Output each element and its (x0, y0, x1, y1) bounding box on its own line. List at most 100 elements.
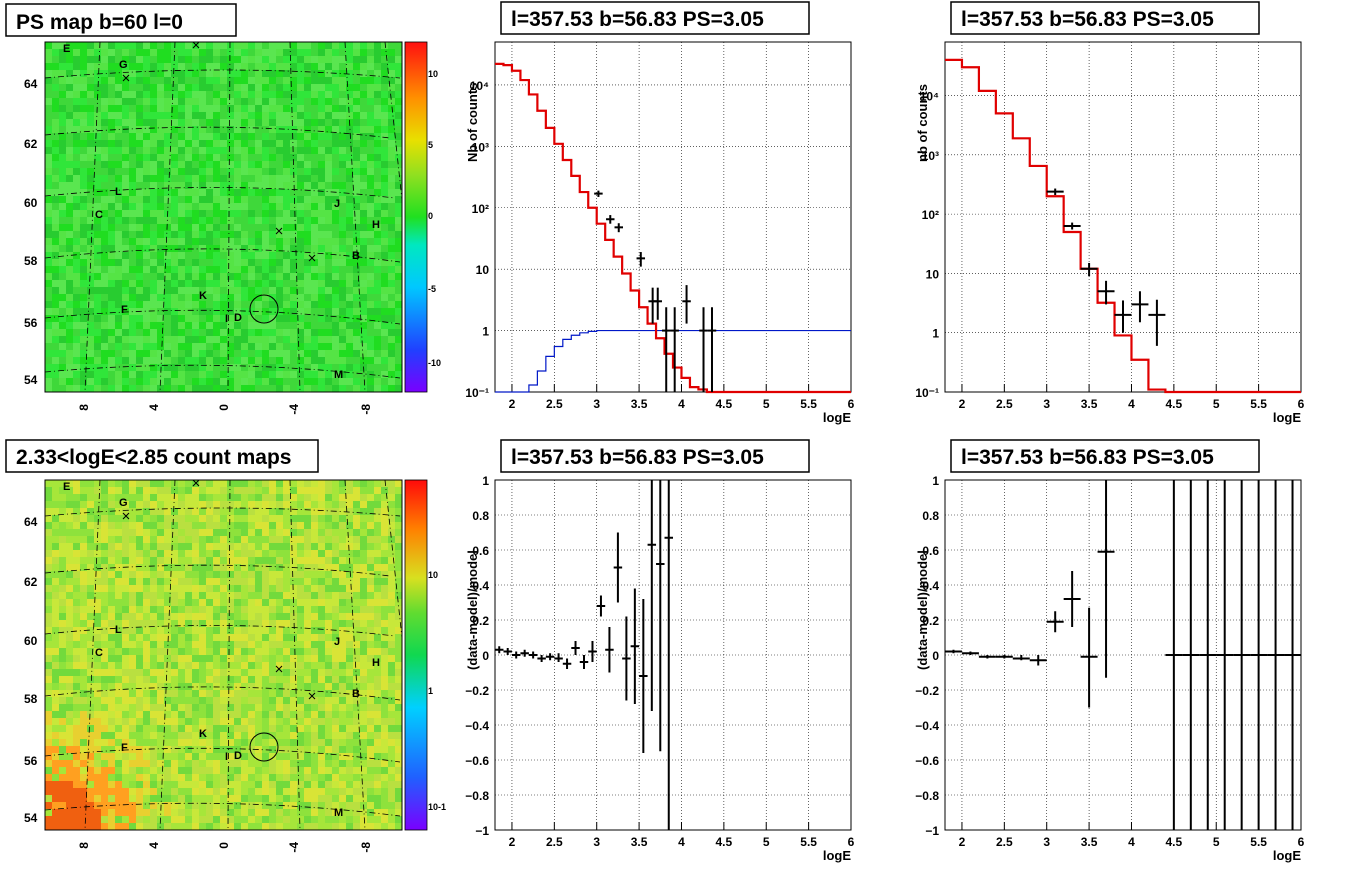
heatmap-cell (94, 308, 101, 315)
heatmap-cell (255, 266, 262, 273)
heatmap-cell (276, 266, 283, 273)
heatmap-cell (339, 508, 346, 515)
heatmap-cell (45, 63, 52, 70)
heatmap-cell (283, 508, 290, 515)
heatmap-cell (297, 217, 304, 224)
heatmap-cell (115, 480, 122, 487)
heatmap-cell (52, 91, 59, 98)
heatmap-cell (157, 98, 164, 105)
heatmap-cell (234, 133, 241, 140)
heatmap-cell (381, 781, 388, 788)
heatmap-cell (59, 480, 66, 487)
heatmap-cell (346, 795, 353, 802)
heatmap-cell (276, 662, 283, 669)
heatmap-cell (325, 63, 332, 70)
heatmap-cell (59, 753, 66, 760)
heatmap-cell (199, 385, 206, 392)
heatmap-cell (297, 557, 304, 564)
heatmap-cell (283, 189, 290, 196)
heatmap-cell (171, 606, 178, 613)
heatmap-cell (178, 273, 185, 280)
heatmap-cell (171, 140, 178, 147)
heatmap-cell (304, 308, 311, 315)
heatmap-cell (318, 259, 325, 266)
heatmap-cell (192, 795, 199, 802)
heatmap-cell (157, 49, 164, 56)
heatmap-cell (381, 487, 388, 494)
heatmap-cell (45, 732, 52, 739)
heatmap-cell (248, 571, 255, 578)
heatmap-cell (192, 725, 199, 732)
heatmap-cell (367, 385, 374, 392)
heatmap-cell (171, 273, 178, 280)
heatmap-cell (297, 175, 304, 182)
heatmap-cell (311, 543, 318, 550)
heatmap-cell (178, 168, 185, 175)
heatmap-cell (311, 774, 318, 781)
heatmap-cell (255, 641, 262, 648)
heatmap-cell (178, 378, 185, 385)
heatmap-cell (290, 508, 297, 515)
heatmap-cell (381, 690, 388, 697)
heatmap-cell (122, 385, 129, 392)
heatmap-cell (318, 210, 325, 217)
heatmap-cell (150, 655, 157, 662)
heatmap-cell (311, 613, 318, 620)
heatmap-cell (157, 732, 164, 739)
heatmap-cell (395, 648, 402, 655)
heatmap-cell (199, 704, 206, 711)
heatmap-cell (143, 522, 150, 529)
heatmap-cell (80, 154, 87, 161)
heatmap-cell (66, 182, 73, 189)
heatmap-cell (164, 746, 171, 753)
heatmap-cell (101, 494, 108, 501)
heatmap-cell (283, 42, 290, 49)
heatmap-cell (276, 557, 283, 564)
heatmap-cell (73, 620, 80, 627)
heatmap-cell (297, 529, 304, 536)
heatmap-cell (171, 550, 178, 557)
heatmap-cell (52, 308, 59, 315)
heatmap-cell (157, 746, 164, 753)
heatmap-cell (227, 56, 234, 63)
heatmap-cell (234, 760, 241, 767)
ps-map-y-tick-62: 62 (24, 137, 38, 151)
heatmap-cell (73, 42, 80, 49)
heatmap-cell (171, 98, 178, 105)
ps-map-y-tick-54: 54 (24, 373, 38, 387)
heatmap-cell (101, 508, 108, 515)
heatmap-cell (178, 543, 185, 550)
heatmap-cell (199, 357, 206, 364)
heatmap-cell (185, 676, 192, 683)
heatmap-cell (87, 480, 94, 487)
heatmap-cell (164, 56, 171, 63)
heatmap-cell (255, 543, 262, 550)
heatmap-cell (395, 301, 402, 308)
heatmap-cell (262, 781, 269, 788)
heatmap-cell (339, 480, 346, 487)
heatmap-cell (73, 175, 80, 182)
heatmap-cell (164, 634, 171, 641)
heatmap-cell (297, 543, 304, 550)
heatmap-cell (73, 126, 80, 133)
heatmap-cell (122, 294, 129, 301)
heatmap-cell (45, 480, 52, 487)
heatmap-cell (206, 557, 213, 564)
heatmap-cell (255, 56, 262, 63)
heatmap-cell (122, 133, 129, 140)
heatmap-cell (101, 627, 108, 634)
heatmap-cell (367, 746, 374, 753)
heatmap-cell (199, 315, 206, 322)
heatmap-cell (73, 154, 80, 161)
heatmap-cell (374, 774, 381, 781)
heatmap-cell (52, 161, 59, 168)
heatmap-cell (325, 753, 332, 760)
heatmap-cell (234, 774, 241, 781)
heatmap-cell (325, 795, 332, 802)
heatmap-cell (325, 56, 332, 63)
heatmap-cell (185, 196, 192, 203)
heatmap-cell (52, 119, 59, 126)
heatmap-cell (304, 161, 311, 168)
heatmap-cell (73, 578, 80, 585)
heatmap-cell (157, 322, 164, 329)
